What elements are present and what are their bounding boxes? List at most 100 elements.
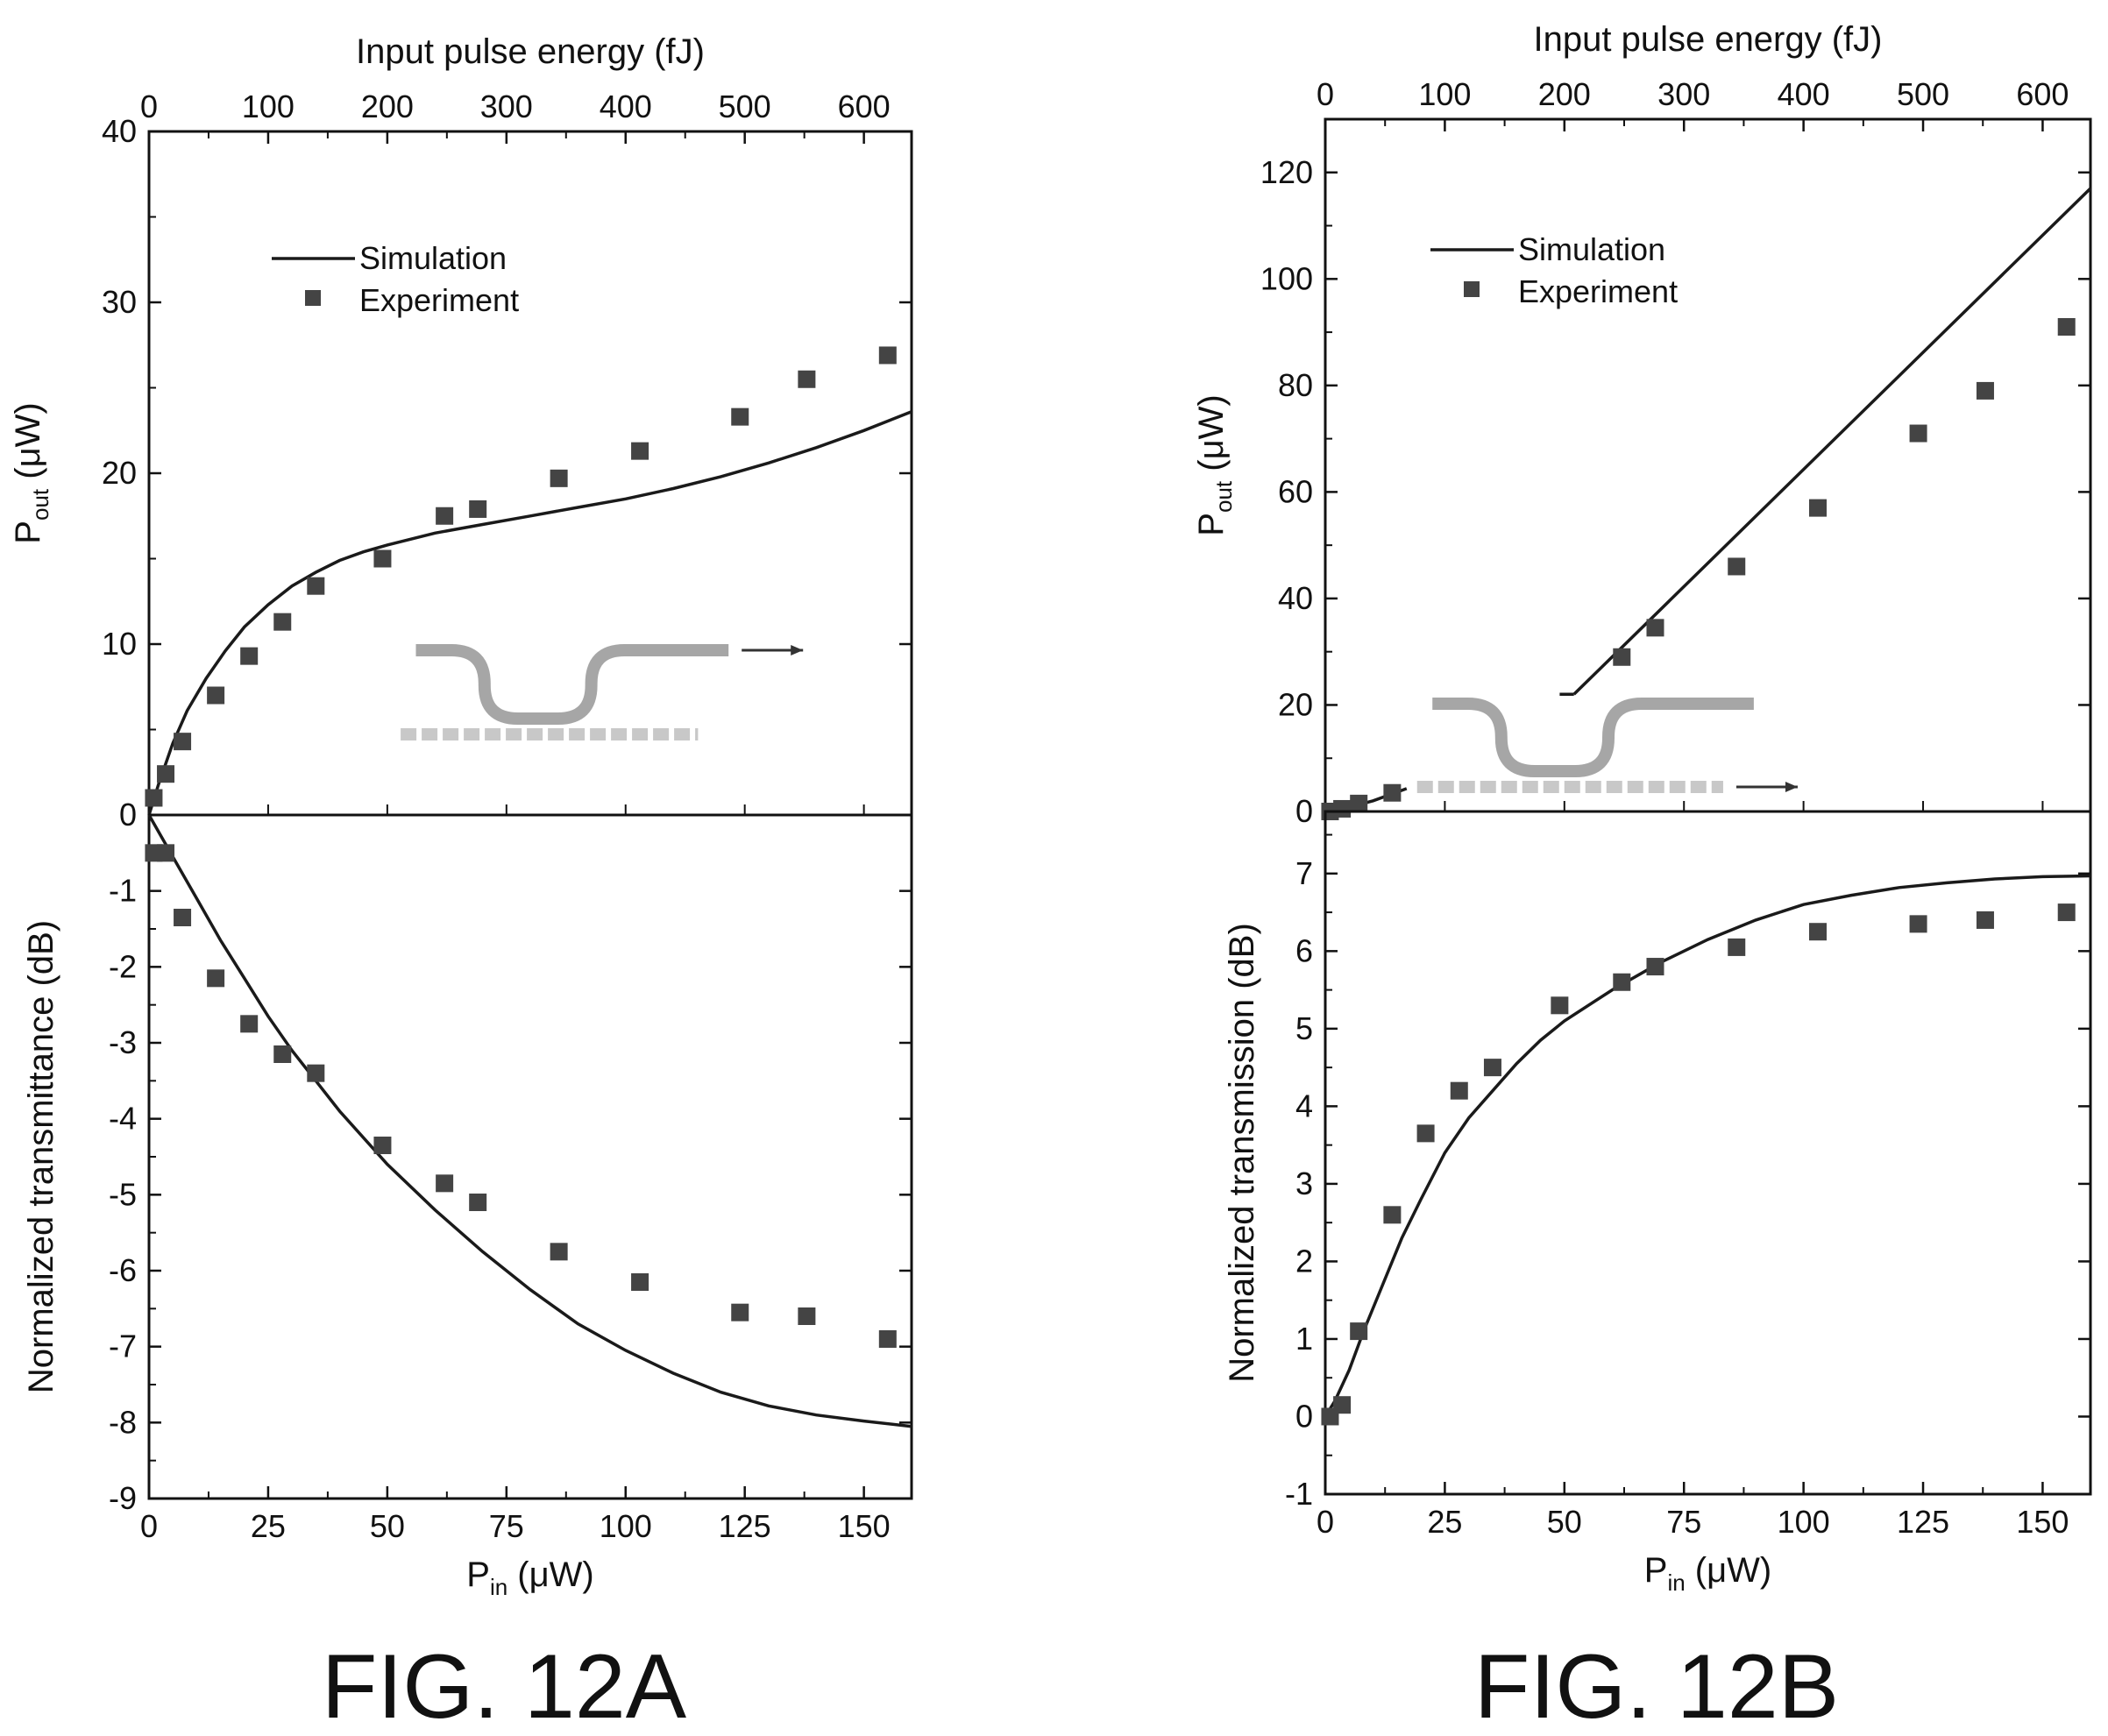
experiment-point <box>1350 794 1368 812</box>
experiment-point <box>1728 557 1746 576</box>
experiment-point <box>798 370 816 388</box>
experiment-point <box>2057 903 2076 922</box>
y-tick-label: 5 <box>1295 1010 1313 1046</box>
experiment-point <box>798 1307 816 1325</box>
experiment-point <box>550 469 568 487</box>
experiment-point <box>1350 1322 1368 1341</box>
plot-frame <box>147 813 913 1500</box>
experiment-point <box>1909 424 1927 443</box>
experiment-point <box>157 844 175 862</box>
legend-simulation-label: Simulation <box>359 240 507 276</box>
x-tick-label: 100 <box>600 1508 652 1544</box>
y-tick-label: 2 <box>1295 1243 1313 1279</box>
inset-upper-waveguide <box>415 644 729 725</box>
y-tick-label: 6 <box>1295 932 1313 968</box>
x-tick-label: 125 <box>1897 1504 1949 1540</box>
simulation-line <box>147 814 912 1428</box>
y-tick-label: -8 <box>109 1404 137 1440</box>
x-tick-label: 75 <box>1666 1504 1701 1540</box>
figure-caption-12b: FIG. 12B <box>1474 1636 1839 1736</box>
y-tick-label: 40 <box>102 113 137 149</box>
experiment-point <box>1383 1206 1402 1224</box>
inset-arrow-head <box>1785 782 1798 792</box>
x-tick-label: 0 <box>1317 1504 1334 1540</box>
y-tick-label: -4 <box>109 1101 137 1137</box>
x-top-axis-label: Input pulse energy (fJ) <box>356 32 705 71</box>
experiment-point <box>1646 958 1664 976</box>
y-tick-label: -3 <box>109 1024 137 1060</box>
experiment-point <box>469 1194 487 1211</box>
experiment-point <box>1728 938 1746 956</box>
experiment-point <box>307 577 325 595</box>
experiment-point <box>373 1137 392 1154</box>
experiment-point <box>631 442 649 460</box>
experiment-point <box>731 1303 749 1321</box>
x-top-tick-label: 500 <box>719 89 771 124</box>
experiment-point <box>240 1015 259 1033</box>
legend-experiment-swatch <box>305 290 321 306</box>
y-tick-label: 80 <box>1278 367 1313 403</box>
x-axis-label: Pin (μW) <box>1644 1551 1772 1596</box>
experiment-point <box>240 647 259 665</box>
experiment-point <box>1976 911 1994 929</box>
x-top-tick-label: 300 <box>480 89 533 124</box>
experiment-point <box>1333 799 1352 818</box>
y-tick-label: 40 <box>1278 580 1313 616</box>
experiment-point <box>731 407 749 426</box>
x-tick-label: 150 <box>838 1508 891 1544</box>
x-top-tick-label: 400 <box>600 89 652 124</box>
y-tick-label: 0 <box>1295 793 1313 829</box>
x-tick-label: 50 <box>370 1508 405 1544</box>
x-top-tick-label: 0 <box>140 89 158 124</box>
y-tick-label: -1 <box>1285 1476 1313 1512</box>
simulation-line <box>1324 874 2091 1418</box>
panel-12b-top: 0 20 40 60 80 100 120 0 100 200 300 400 500 600 Input … <box>1192 20 2092 829</box>
x-top-tick-label: 200 <box>1538 76 1591 112</box>
y-tick-label: 30 <box>102 284 137 320</box>
simulation-line <box>1572 187 2092 696</box>
y-axis-label: Normalized transmission (dB) <box>1223 923 1261 1383</box>
experiment-point <box>1976 381 1994 400</box>
experiment-point <box>1450 1081 1468 1100</box>
x-top-tick-label: 0 <box>1317 76 1334 112</box>
experiment-point <box>878 346 897 365</box>
y-tick-label: -5 <box>109 1176 137 1212</box>
experiment-point <box>273 1045 292 1063</box>
legend-experiment-swatch <box>1464 281 1480 297</box>
legend-experiment-label: Experiment <box>1518 273 1678 309</box>
y-tick-label: 3 <box>1295 1166 1313 1201</box>
experiment-point <box>1383 783 1402 802</box>
x-top-tick-label: 100 <box>1418 76 1471 112</box>
y-tick-label: 120 <box>1260 154 1313 190</box>
y-axis-label: Pout (μW) <box>9 402 53 543</box>
x-tick-label: 0 <box>140 1508 158 1544</box>
experiment-point <box>1909 915 1927 933</box>
y-axis-label: Pout (μW) <box>1192 394 1237 535</box>
x-tick-label: 25 <box>251 1508 286 1544</box>
experiment-point <box>174 909 192 926</box>
y-tick-label: 60 <box>1278 473 1313 509</box>
x-tick-label: 75 <box>489 1508 524 1544</box>
experiment-point <box>1808 923 1827 941</box>
experiment-point <box>1551 996 1569 1015</box>
x-top-tick-label: 600 <box>2016 76 2069 112</box>
x-top-tick-label: 200 <box>361 89 414 124</box>
experiment-point <box>157 765 175 783</box>
x-top-tick-label: 400 <box>1778 76 1830 112</box>
simulation-line <box>147 410 912 816</box>
y-tick-label: -7 <box>109 1329 137 1364</box>
y-tick-label: -6 <box>109 1252 137 1288</box>
y-tick-label: 0 <box>119 797 137 833</box>
experiment-point <box>436 507 454 525</box>
y-tick-label: 4 <box>1295 1088 1313 1123</box>
y-tick-label: 1 <box>1295 1321 1313 1357</box>
experiment-point <box>1483 1059 1501 1077</box>
y-tick-label: 100 <box>1260 260 1313 296</box>
x-tick-label: 50 <box>1547 1504 1582 1540</box>
experiment-point <box>1808 499 1827 517</box>
y-tick-label: -1 <box>109 873 137 909</box>
figure-caption-12a: FIG. 12A <box>322 1636 687 1736</box>
